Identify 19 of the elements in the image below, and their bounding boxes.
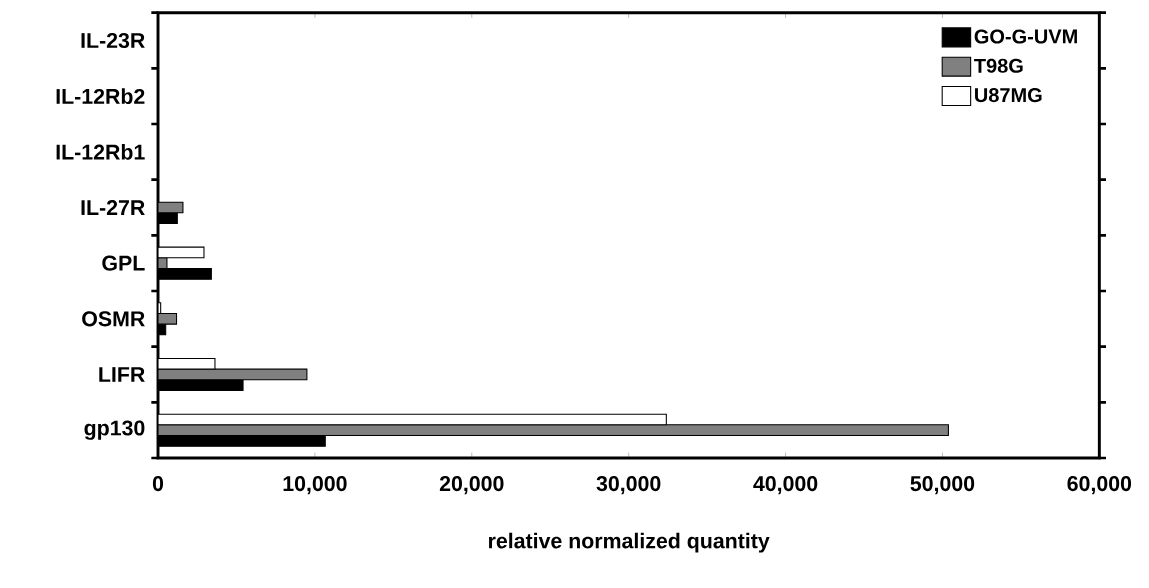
x-tick-label: 50,000 <box>910 476 975 495</box>
y-tick-label: IL-27R <box>81 200 145 215</box>
x-tick-label: 30,000 <box>596 476 661 495</box>
legend-label: U87MG <box>975 87 1042 103</box>
y-tick-label: LIFR <box>99 367 145 382</box>
x-tick-label: 0 <box>152 476 164 492</box>
x-axis-title: relative normalized quantity <box>489 532 770 553</box>
x-tick-label: 20,000 <box>439 476 504 495</box>
x-tick-label: 10,000 <box>283 476 347 495</box>
y-tick-label: OSMR <box>82 311 145 327</box>
y-tick-label: IL-23R <box>81 32 145 49</box>
y-tick-label: IL-12Rb2 <box>56 88 145 104</box>
y-tick-label: IL-12Rb1 <box>56 144 145 160</box>
y-tick-label: GPL <box>102 255 145 271</box>
y-tick-label: gp130 <box>84 420 145 440</box>
legend-label: GO-G-UVM <box>974 29 1077 44</box>
x-tick-label: 60,000 <box>1067 476 1132 495</box>
x-tick-label: 40,000 <box>753 476 818 495</box>
legend-label: T98G <box>974 58 1023 73</box>
